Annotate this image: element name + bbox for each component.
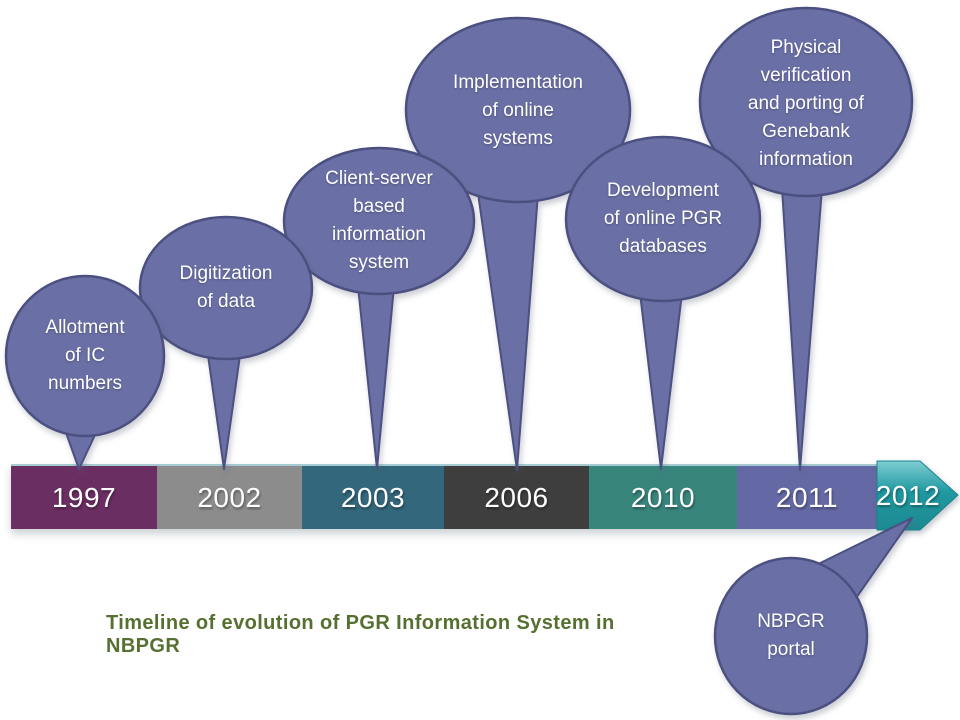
timeline-segment-2006: 2006	[444, 466, 589, 529]
year-label-2003: 2003	[340, 481, 406, 513]
balloon-development-pgr-db-label: Development of online PGR databases	[603, 180, 723, 257]
diagram-caption: Timeline of evolution of PGR Information…	[106, 612, 615, 657]
year-label-2011: 2011	[775, 481, 839, 513]
timeline-segment-2003: 2003	[302, 466, 444, 529]
timeline-segment-2002: 2002	[157, 466, 302, 529]
balloon-client-server-system-label: Client-server based information system	[325, 168, 433, 273]
balloon-implementation-online-tail	[477, 192, 539, 471]
year-label-2006: 2006	[484, 481, 549, 513]
balloon-digitization-of-data-tail	[206, 347, 242, 470]
timeline-segment-1997: 1997	[11, 466, 157, 529]
balloon-allotment-of-ic-numbers-tail	[59, 415, 103, 470]
year-label-1997: 1997	[51, 481, 117, 513]
balloon-nbpgr-portal-tail	[805, 517, 913, 599]
year-label-2012: 2012	[875, 479, 941, 511]
balloon-physical-verification-tail	[781, 187, 823, 471]
balloon-digitization-of-data	[138, 215, 314, 470]
balloon-nbpgr-portal-label: NBPGR portal	[757, 611, 825, 660]
timeline-bar: 1997 2002 2003 2006 2010 2011	[11, 464, 877, 529]
balloon-allotment-of-ic-numbers-label: Allotment of IC numbers	[45, 317, 125, 394]
balloon-implementation-online-label: Implementation of online systems	[453, 72, 583, 149]
year-label-2010: 2010	[630, 481, 696, 513]
year-label-2012-wrap: 2012	[875, 464, 941, 527]
balloon-digitization-of-data-label: Digitization of data	[179, 263, 273, 312]
balloon-development-pgr-db-tail	[639, 292, 683, 470]
balloon-client-server-system-tail	[357, 285, 395, 470]
timeline-segment-2011: 2011	[737, 466, 877, 529]
balloon-physical-verification-label: Physical verification and porting of Gen…	[747, 37, 865, 170]
year-label-2002: 2002	[197, 481, 262, 513]
timeline-segment-2010: 2010	[589, 466, 737, 529]
